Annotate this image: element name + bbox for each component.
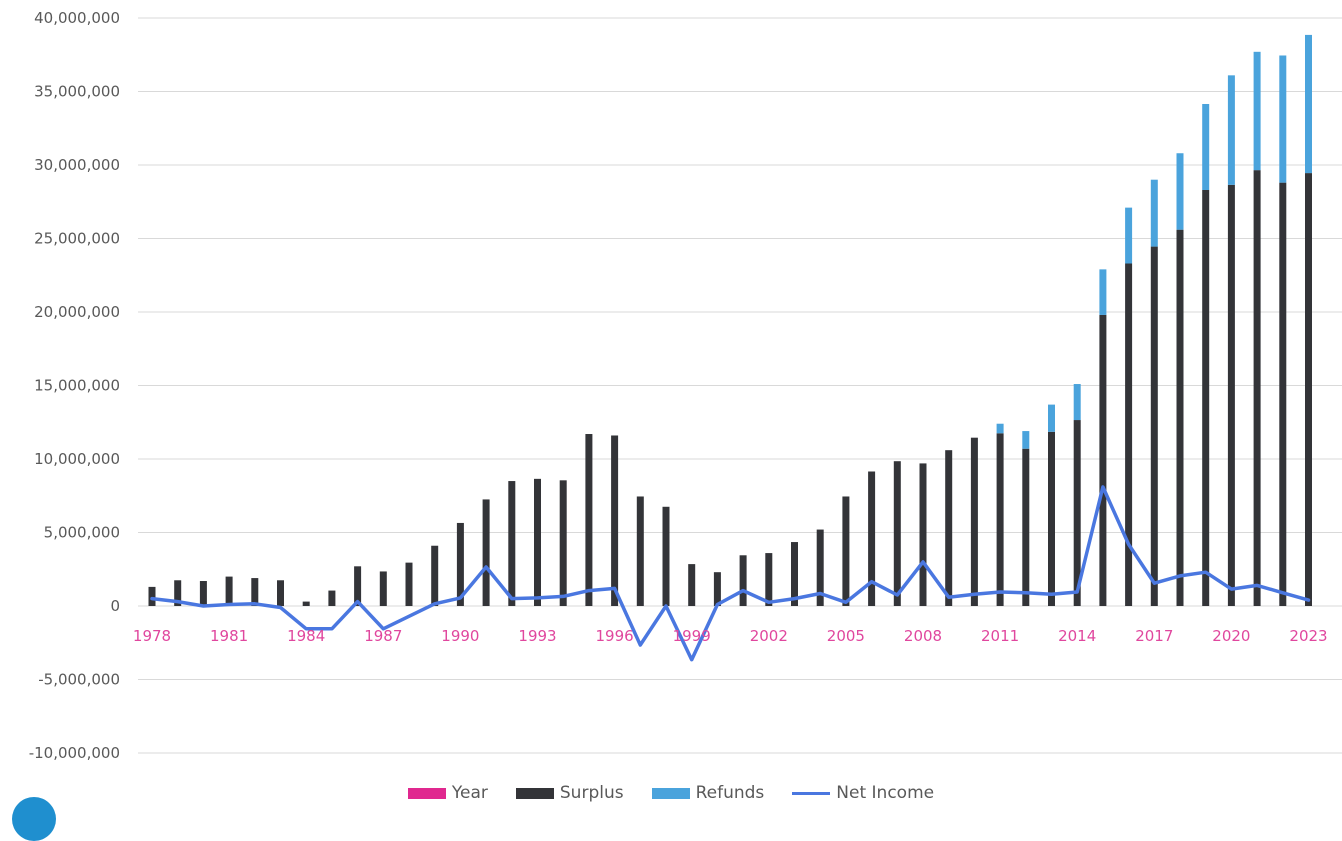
bar-surplus-2012 xyxy=(1022,449,1029,606)
bar-surplus-1989 xyxy=(431,546,438,606)
legend-item-refunds[interactable]: Refunds xyxy=(652,783,765,803)
bar-surplus-2000 xyxy=(714,572,721,606)
legend-swatch-refunds xyxy=(652,788,690,799)
x-tick-label: 1978 xyxy=(133,627,171,645)
bar-surplus-2018 xyxy=(1177,230,1184,606)
bar-surplus-2008 xyxy=(920,463,927,606)
x-tick-label: 1990 xyxy=(441,627,479,645)
x-tick-label: 1987 xyxy=(364,627,402,645)
bar-surplus-2013 xyxy=(1048,432,1055,606)
bar-surplus-2002 xyxy=(765,553,772,606)
y-tick-label: 20,000,000 xyxy=(34,303,120,321)
bar-surplus-2023 xyxy=(1305,173,1312,606)
bar-surplus-1993 xyxy=(534,479,541,606)
bar-refunds-2013 xyxy=(1048,405,1055,432)
bar-refunds-2019 xyxy=(1202,104,1209,190)
bar-refunds-2018 xyxy=(1177,153,1184,229)
bar-surplus-1988 xyxy=(406,563,413,606)
x-tick-label: 1993 xyxy=(518,627,556,645)
bar-refunds-2016 xyxy=(1125,208,1132,264)
bar-surplus-1998 xyxy=(663,507,670,606)
legend-label-net-income: Net Income xyxy=(836,783,934,803)
bar-surplus-1978 xyxy=(149,587,156,606)
y-tick-label: 25,000,000 xyxy=(34,230,120,248)
bar-refunds-2022 xyxy=(1279,55,1286,182)
bar-surplus-2016 xyxy=(1125,263,1132,606)
bar-surplus-1995 xyxy=(585,434,592,606)
y-tick-label: 40,000,000 xyxy=(34,9,120,27)
legend-item-surplus[interactable]: Surplus xyxy=(516,783,624,803)
bar-surplus-2005 xyxy=(842,496,849,606)
bar-refunds-2020 xyxy=(1228,75,1235,185)
y-tick-label: 35,000,000 xyxy=(34,83,120,101)
x-tick-label: 1999 xyxy=(673,627,711,645)
y-tick-label: -5,000,000 xyxy=(38,671,120,689)
bar-surplus-1983 xyxy=(277,580,284,606)
bar-refunds-2021 xyxy=(1254,52,1261,170)
bar-surplus-1992 xyxy=(508,481,515,606)
bar-surplus-1996 xyxy=(611,435,618,606)
y-tick-label: 30,000,000 xyxy=(34,156,120,174)
y-tick-label: 5,000,000 xyxy=(44,524,120,542)
x-tick-label: 1984 xyxy=(287,627,325,645)
bar-surplus-2001 xyxy=(740,555,747,606)
bar-surplus-2009 xyxy=(945,450,952,606)
bar-surplus-1984 xyxy=(303,602,310,606)
y-tick-label: 10,000,000 xyxy=(34,450,120,468)
legend-swatch-net-income xyxy=(792,792,830,795)
bar-surplus-2019 xyxy=(1202,190,1209,606)
bar-surplus-1991 xyxy=(483,499,490,606)
x-tick-label: 2002 xyxy=(750,627,788,645)
logo-icon xyxy=(12,797,56,841)
legend-label-refunds: Refunds xyxy=(696,783,765,803)
legend-label-year: Year xyxy=(452,783,488,803)
bar-refunds-2011 xyxy=(997,424,1004,434)
bar-refunds-2014 xyxy=(1074,384,1081,420)
bar-surplus-2015 xyxy=(1099,315,1106,606)
x-tick-label: 2020 xyxy=(1212,627,1250,645)
bar-surplus-2010 xyxy=(971,438,978,606)
bar-refunds-2017 xyxy=(1151,180,1158,247)
bar-surplus-1997 xyxy=(637,496,644,606)
bar-refunds-2023 xyxy=(1305,35,1312,173)
legend: Year Surplus Refunds Net Income xyxy=(0,781,1342,805)
chart: 40,000,000 35,000,000 30,000,000 25,000,000… xyxy=(0,0,1342,805)
legend-item-net-income[interactable]: Net Income xyxy=(792,783,934,803)
x-tick-label: 2011 xyxy=(981,627,1019,645)
bar-surplus-2020 xyxy=(1228,185,1235,606)
y-tick-label: -10,000,000 xyxy=(29,744,120,762)
bar-refunds-2012 xyxy=(1022,431,1029,449)
x-tick-label: 1981 xyxy=(210,627,248,645)
x-tick-label: 2014 xyxy=(1058,627,1096,645)
bar-surplus-2017 xyxy=(1151,247,1158,606)
x-axis-tick-labels: 1978 1981 1984 1987 1990 1993 1996 1999 2002 2005… xyxy=(133,627,1328,645)
bar-surplus-2021 xyxy=(1254,170,1261,606)
bar-surplus-1999 xyxy=(688,564,695,606)
legend-item-year[interactable]: Year xyxy=(408,783,488,803)
y-axis-tick-labels: 40,000,000 35,000,000 30,000,000 25,000,000… xyxy=(29,9,120,762)
bar-surplus-1980 xyxy=(200,581,207,606)
y-tick-label: 0 xyxy=(110,597,120,615)
bar-surplus-1987 xyxy=(380,571,387,606)
bar-surplus-2022 xyxy=(1279,183,1286,606)
x-tick-label: 2023 xyxy=(1289,627,1327,645)
x-tick-label: 1996 xyxy=(596,627,634,645)
x-tick-label: 2008 xyxy=(904,627,942,645)
bar-surplus-2011 xyxy=(997,433,1004,606)
legend-swatch-year xyxy=(408,788,446,799)
bar-surplus-1982 xyxy=(251,578,258,606)
bars xyxy=(149,35,1313,606)
bar-surplus-1994 xyxy=(560,480,567,606)
y-tick-label: 15,000,000 xyxy=(34,377,120,395)
legend-label-surplus: Surplus xyxy=(560,783,624,803)
bar-refunds-2015 xyxy=(1099,269,1106,315)
x-tick-label: 2017 xyxy=(1135,627,1173,645)
bar-surplus-1985 xyxy=(328,591,335,606)
x-tick-label: 2005 xyxy=(827,627,865,645)
bar-surplus-1981 xyxy=(226,577,233,606)
legend-swatch-surplus xyxy=(516,788,554,799)
bar-surplus-2007 xyxy=(894,461,901,606)
